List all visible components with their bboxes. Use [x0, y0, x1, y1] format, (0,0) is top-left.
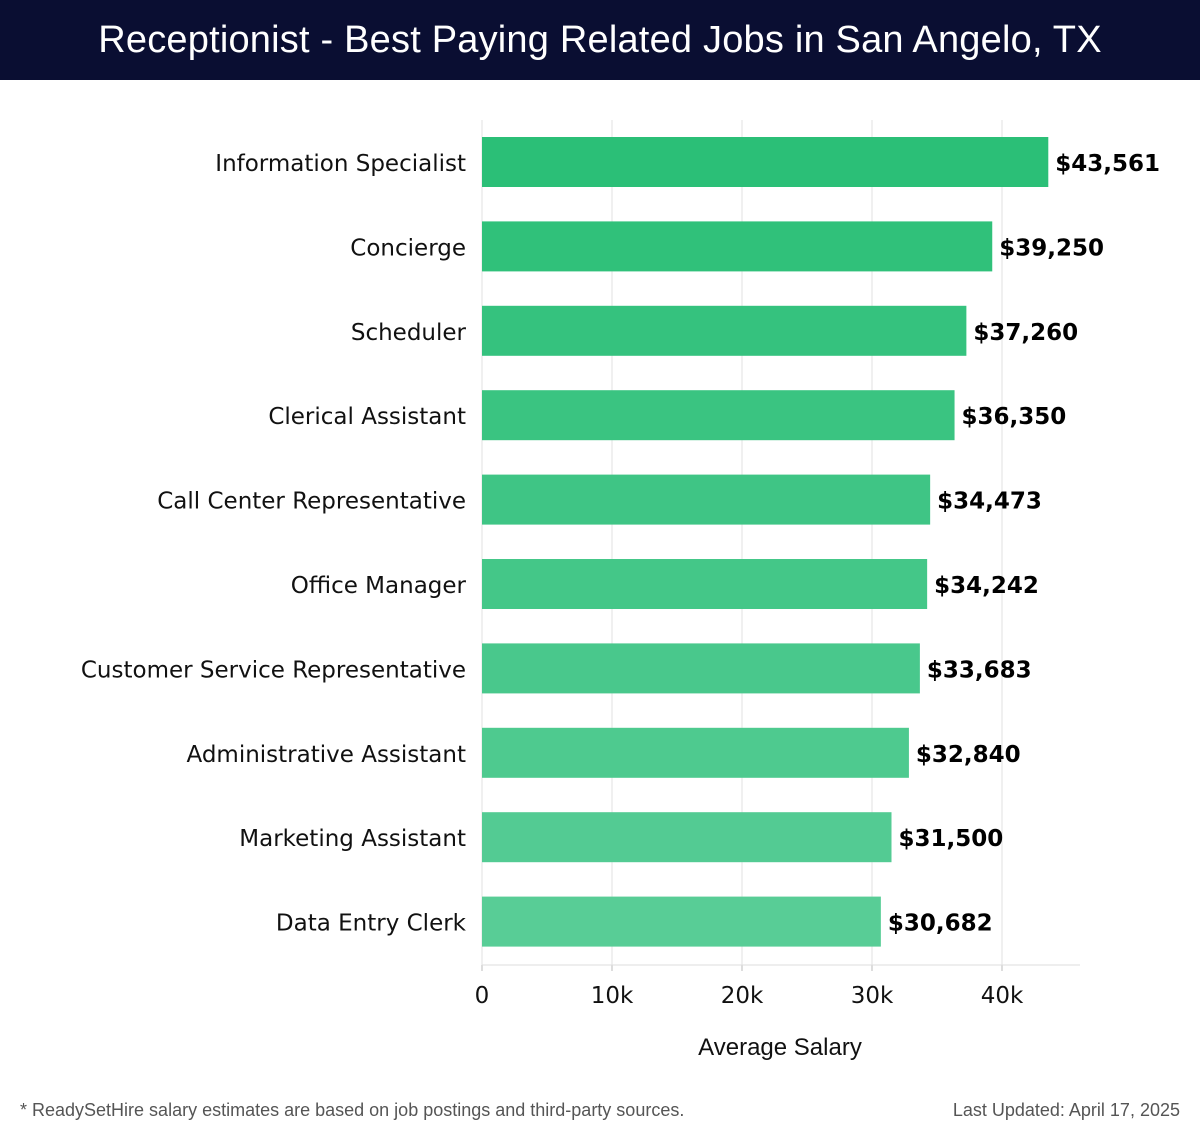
category-label: Information Specialist: [215, 151, 466, 177]
bar: [482, 643, 920, 694]
value-label: $34,473: [937, 489, 1042, 515]
category-label: Scheduler: [351, 320, 467, 346]
category-labels: Information Specialist Concierge Scheduler…: [81, 151, 467, 937]
category-label: Data Entry Clerk: [276, 911, 467, 937]
x-tick-label: 30k: [851, 983, 894, 1009]
category-label: Administrative Assistant: [186, 742, 466, 768]
value-label: $36,350: [962, 404, 1067, 430]
x-tick-label: 20k: [721, 983, 764, 1009]
x-axis-title: Average Salary: [698, 1034, 862, 1061]
page-title: Receptionist - Best Paying Related Jobs …: [98, 18, 1102, 61]
category-label: Clerical Assistant: [268, 404, 466, 430]
value-labels: $43,561 $39,250 $37,260 $36,350 $34,473 $34,2…: [888, 151, 1160, 937]
category-label: Office Manager: [291, 573, 467, 599]
bar: [482, 221, 993, 272]
bar: [482, 390, 955, 441]
footer-note: * ReadySetHire salary estimates are base…: [20, 1100, 685, 1120]
bar: [482, 559, 928, 609]
bar: [482, 812, 892, 863]
value-label: $34,242: [934, 573, 1039, 599]
x-tick-label: 0: [475, 983, 490, 1009]
value-label: $31,500: [899, 826, 1004, 852]
value-label: $43,561: [1055, 151, 1160, 177]
bar: [482, 305, 967, 356]
value-label: $39,250: [999, 235, 1104, 261]
footer-updated: Last Updated: April 17, 2025: [952, 1100, 1180, 1120]
value-label: $32,840: [916, 742, 1021, 768]
bar: [482, 137, 1049, 187]
bar-chart: Information Specialist Concierge Scheduler…: [81, 120, 1160, 1061]
value-label: $33,683: [927, 657, 1032, 683]
x-tick-label: 10k: [591, 983, 634, 1009]
x-tick-labels: 0 10k 20k 30k 40k: [475, 983, 1024, 1009]
category-label: Call Center Representative: [157, 489, 466, 515]
bar: [482, 896, 881, 947]
bar: [482, 727, 909, 778]
category-label: Concierge: [350, 235, 466, 261]
title-bar: Receptionist - Best Paying Related Jobs …: [0, 0, 1200, 80]
bar: [482, 474, 931, 525]
category-label: Customer Service Representative: [81, 657, 466, 683]
x-tick-label: 40k: [981, 983, 1024, 1009]
bars: [482, 137, 1049, 947]
category-label: Marketing Assistant: [239, 826, 466, 852]
value-label: $30,682: [888, 911, 993, 937]
value-label: $37,260: [973, 320, 1078, 346]
